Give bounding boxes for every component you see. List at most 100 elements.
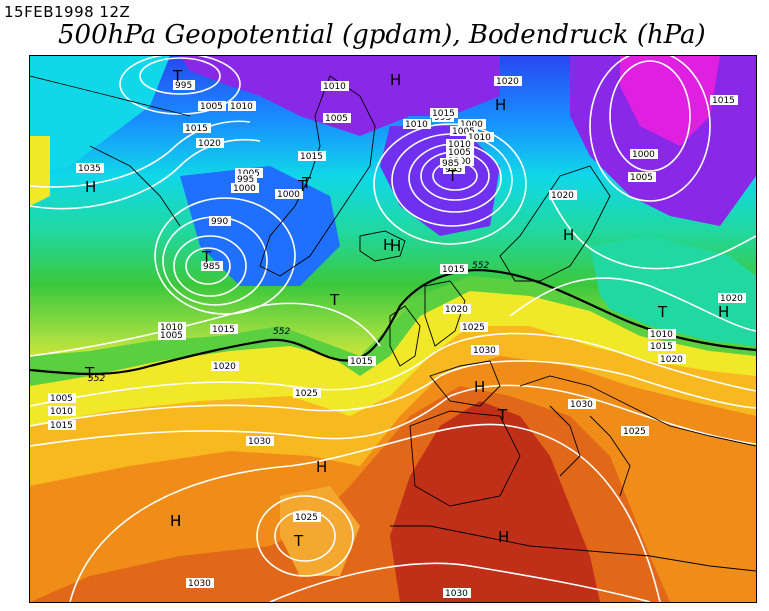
pressure-label: 1010 — [160, 323, 183, 333]
pressure-label-bg — [235, 174, 257, 184]
pressure-label-bg — [48, 420, 76, 430]
pressure-label: 1030 — [248, 437, 271, 447]
pressure-label-bg — [275, 189, 303, 199]
low-pressure-marker: T — [293, 532, 304, 550]
pressure-label-bg — [549, 190, 577, 200]
magenta-core — [620, 56, 720, 146]
pressure-label: 1015 — [350, 357, 373, 367]
pressure-label-bg — [158, 322, 186, 332]
pressure-label: 985 — [203, 262, 220, 272]
pressure-label: 1025 — [295, 513, 318, 523]
date-label: 15FEB1998 12Z — [4, 3, 131, 21]
pressure-label: 1010 — [405, 120, 428, 130]
pressure-label: 1005 — [630, 173, 653, 183]
low-pressure-marker: T — [201, 248, 212, 266]
pressure-label: 1000 — [233, 184, 256, 194]
pressure-label: 1010 — [650, 330, 673, 340]
pressure-label: 1015 — [50, 421, 73, 431]
pressure-label-bg — [293, 388, 321, 398]
pressure-label-bg — [173, 80, 195, 90]
pressure-label: 1005 — [452, 127, 475, 137]
pressure-label: 1030 — [188, 579, 211, 589]
pressure-label-bg — [321, 81, 349, 91]
pressure-label: 1000 — [460, 120, 483, 130]
high-pressure-marker: H — [718, 303, 729, 321]
pressure-label-bg — [210, 324, 238, 334]
high-pressure-marker: H — [170, 512, 181, 530]
low-pressure-marker: T — [297, 177, 308, 195]
high-pressure-marker: H — [316, 458, 327, 476]
high-pressure-marker: H — [85, 178, 96, 196]
low-pressure-marker: T — [172, 67, 183, 85]
pressure-label-bg — [235, 168, 263, 178]
pressure-label: 1025 — [462, 323, 485, 333]
pressure-label-bg — [293, 512, 321, 522]
pressure-label-bg — [621, 426, 649, 436]
pressure-label: 1025 — [295, 389, 318, 399]
pressure-label: 1015 — [650, 342, 673, 352]
pressure-label: 1000 — [277, 190, 300, 200]
pressure-label-bg — [494, 76, 522, 86]
pressure-label-bg — [158, 330, 186, 340]
pressure-label-bg — [48, 393, 76, 403]
pressure-label-bg — [648, 341, 676, 351]
pressure-label: 1005 — [200, 102, 223, 112]
pressure-label-bg — [648, 329, 676, 339]
pressure-label: 1015 — [300, 152, 323, 162]
pressure-label: 1020 — [445, 305, 468, 315]
pressure-label-bg — [458, 119, 486, 129]
pressure-label-bg — [348, 356, 376, 366]
pressure-label: 1020 — [660, 355, 683, 365]
pressure-label: 1005 — [325, 114, 348, 124]
pressure-label-bg — [568, 399, 596, 409]
low-pressure-marker: T — [657, 303, 668, 321]
pressure-label-layer: 995 1005 1010 1015 1020 1035 1010 1005 1015 1010 1… — [48, 76, 746, 599]
pressure-label-bg — [430, 108, 458, 118]
pressure-label-bg — [323, 113, 351, 123]
pressure-label-bg — [196, 138, 224, 148]
pressure-label-bg — [201, 261, 223, 271]
high-pressure-marker: H — [390, 237, 401, 255]
pressure-label-bg — [718, 293, 746, 303]
cyan-northwest — [30, 56, 170, 176]
pressure-label: 1015 — [432, 109, 455, 119]
pressure-label: 1010 — [448, 140, 471, 150]
pressure-label: 1015 — [712, 96, 735, 106]
pressure-label-bg — [76, 163, 104, 173]
pressure-label-bg — [403, 119, 431, 129]
pressure-label: 1020 — [496, 77, 519, 87]
pressure-label: 1020 — [720, 294, 743, 304]
pressure-label: 1030 — [473, 346, 496, 356]
pressure-label-bg — [183, 123, 211, 133]
low-pressure-marker: T — [329, 291, 340, 309]
high-pressure-marker: H — [495, 96, 506, 114]
pressure-label-bg — [186, 578, 214, 588]
pressure-label-bg — [628, 172, 656, 182]
pressure-label-bg — [209, 216, 231, 226]
pressure-label-bg — [231, 183, 259, 193]
low-pressure-marker: T — [84, 364, 95, 382]
pressure-label: 1015 — [185, 124, 208, 134]
pressure-label: 1035 — [78, 164, 101, 174]
purple-band-north — [180, 56, 500, 136]
high-pressure-marker: H — [563, 226, 574, 244]
yellow-edge — [30, 136, 50, 206]
pressure-label: 1015 — [212, 325, 235, 335]
pressure-label-bg — [450, 126, 478, 136]
pressure-label: 1020 — [551, 191, 574, 201]
pressure-label-bg — [443, 164, 465, 174]
pressure-label-bg — [710, 95, 738, 105]
pressure-label: 995 — [445, 165, 462, 175]
pressure-label: 995 — [175, 81, 192, 91]
low-pressure-marker: T — [497, 406, 508, 424]
pressure-label: 1010 — [323, 82, 346, 92]
high-pressure-marker: H — [383, 236, 394, 254]
pressure-label: 1015 — [442, 265, 465, 275]
pressure-label-bg — [440, 158, 462, 168]
pressure-label: 1005 — [50, 394, 73, 404]
pressure-label: 1025 — [623, 427, 646, 437]
pressure-label-bg — [446, 147, 474, 157]
pressure-label-bg — [228, 101, 256, 111]
pressure-label-bg — [246, 436, 274, 446]
